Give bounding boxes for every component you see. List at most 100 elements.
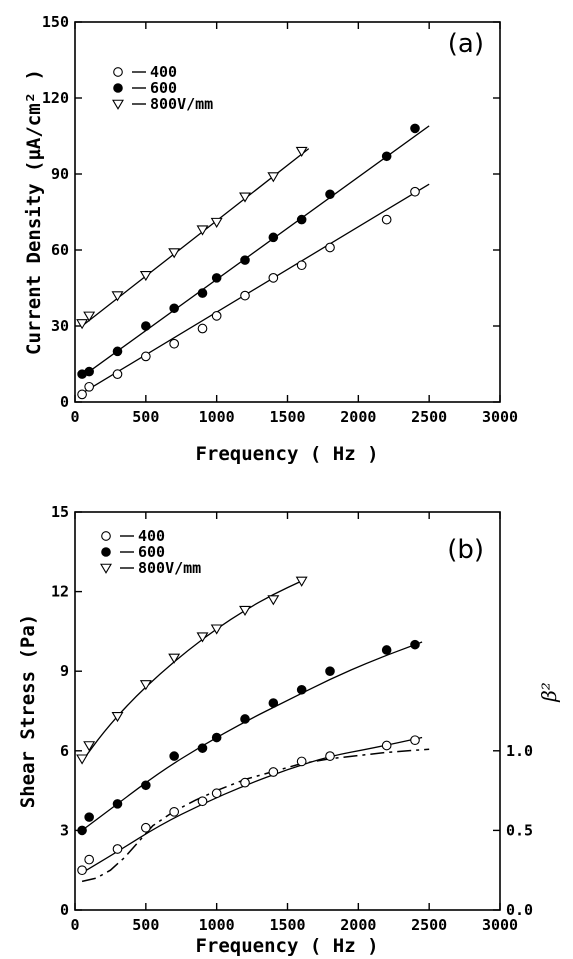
x-tick-label: 3000	[482, 408, 518, 426]
data-point	[268, 232, 279, 243]
data-point	[111, 291, 124, 302]
data-point	[168, 653, 181, 664]
data-point	[240, 777, 250, 788]
data-point	[211, 732, 222, 743]
legend-marker	[101, 531, 111, 541]
panel-b-x-ticks: 0 500 1000 1500 2000 2500 3000	[70, 512, 518, 934]
data-point	[410, 639, 420, 650]
data-point	[77, 825, 87, 836]
data-point	[295, 576, 308, 587]
legend-label: 400	[150, 63, 177, 81]
panel-a-current-density-chart: 0 500 1000 1500 2000 2500 3000 0 30 60 90 120 150 (…	[23, 13, 518, 465]
data-point	[240, 290, 250, 301]
data-point	[268, 273, 279, 283]
data-point	[83, 311, 96, 322]
data-point	[410, 123, 420, 134]
panel-b-data-points	[76, 576, 420, 876]
data-point	[196, 632, 209, 643]
legend-marker	[100, 563, 112, 574]
data-point	[196, 225, 209, 236]
data-point	[240, 255, 250, 265]
data-point	[139, 680, 152, 691]
data-point	[168, 248, 181, 259]
data-point	[296, 684, 307, 695]
data-point	[296, 214, 307, 225]
data-point	[210, 624, 223, 635]
data-point	[267, 595, 280, 606]
panel-b-shear-stress-chart: 0 500 1000 1500 2000 2500 3000 0 3 6 9 12 15 0.0 0.5…	[17, 503, 561, 957]
data-point	[239, 192, 251, 203]
panel-a-fit-lines	[81, 125, 430, 394]
data-point	[296, 756, 307, 767]
data-point	[140, 351, 151, 362]
beta-squared-curve	[81, 748, 430, 883]
panel-a-y-ticks: 0 30 60 90 120 150	[42, 13, 500, 411]
data-point	[211, 273, 222, 283]
panel-b-fit-lines	[81, 580, 430, 883]
data-point	[267, 172, 280, 183]
y-tick-label: 60	[51, 241, 69, 259]
y-tick-label: 0	[60, 901, 69, 919]
data-point	[211, 788, 222, 799]
data-point	[325, 751, 335, 761]
data-point	[141, 780, 151, 791]
data-point	[197, 288, 208, 298]
data-point	[112, 346, 123, 357]
panel-b-tag: (b)	[447, 535, 484, 565]
panel-b-right-y-axis-label: β²	[537, 682, 561, 703]
data-point	[112, 844, 123, 854]
y-tick-label: 12	[51, 583, 69, 601]
x-tick-label: 2500	[411, 916, 447, 934]
x-tick-label: 500	[132, 408, 159, 426]
legend-marker	[112, 99, 124, 110]
y-tick-label: 30	[51, 317, 69, 335]
panel-b-right-y-ticks: 0.0 0.5 1.0	[493, 742, 533, 919]
y-tick-label: 90	[51, 165, 69, 183]
panel-a-plot-frame	[74, 21, 501, 403]
data-point	[381, 645, 392, 655]
data-point	[381, 214, 392, 225]
data-point	[77, 389, 87, 400]
data-point	[210, 217, 223, 228]
data-point	[112, 369, 123, 379]
data-point	[169, 303, 179, 314]
data-point	[197, 743, 208, 753]
fit-curve-2	[81, 580, 302, 762]
y-tick-label: 150	[42, 13, 69, 31]
y-tick-label: 9	[60, 662, 69, 680]
data-point	[325, 666, 335, 677]
panel-b-x-axis-label: Frequency ( Hz )	[195, 935, 378, 957]
legend-label: 600	[150, 79, 177, 97]
legend-marker	[113, 83, 123, 93]
data-point	[268, 698, 279, 708]
x-tick-label: 3000	[482, 916, 518, 934]
data-point	[325, 189, 335, 200]
data-point	[169, 338, 180, 349]
right-y-tick-label: 0.0	[506, 901, 533, 919]
fit-line-0	[81, 183, 430, 394]
x-tick-label: 1000	[199, 408, 235, 426]
data-point	[239, 605, 251, 617]
panel-b-y-ticks: 0 3 6 9 12 15	[51, 503, 82, 919]
data-point	[325, 242, 335, 253]
data-point	[296, 260, 307, 271]
x-tick-label: 2500	[411, 408, 447, 426]
data-point	[83, 741, 96, 752]
data-point	[139, 271, 152, 282]
data-point	[240, 714, 250, 724]
data-point	[410, 735, 420, 746]
fit-curve-1	[81, 641, 423, 831]
data-point	[84, 366, 94, 377]
panel-a-tag: (a)	[448, 29, 484, 59]
fit-line-1	[81, 125, 430, 378]
legend-label: 800V/mm	[138, 559, 201, 577]
data-point	[84, 812, 94, 822]
data-point	[268, 767, 279, 777]
data-point	[76, 319, 89, 330]
y-tick-label: 15	[51, 503, 69, 521]
x-tick-label: 0	[70, 408, 79, 426]
panel-a-x-ticks: 0 500 1000 1500 2000 2500 3000	[70, 22, 518, 426]
